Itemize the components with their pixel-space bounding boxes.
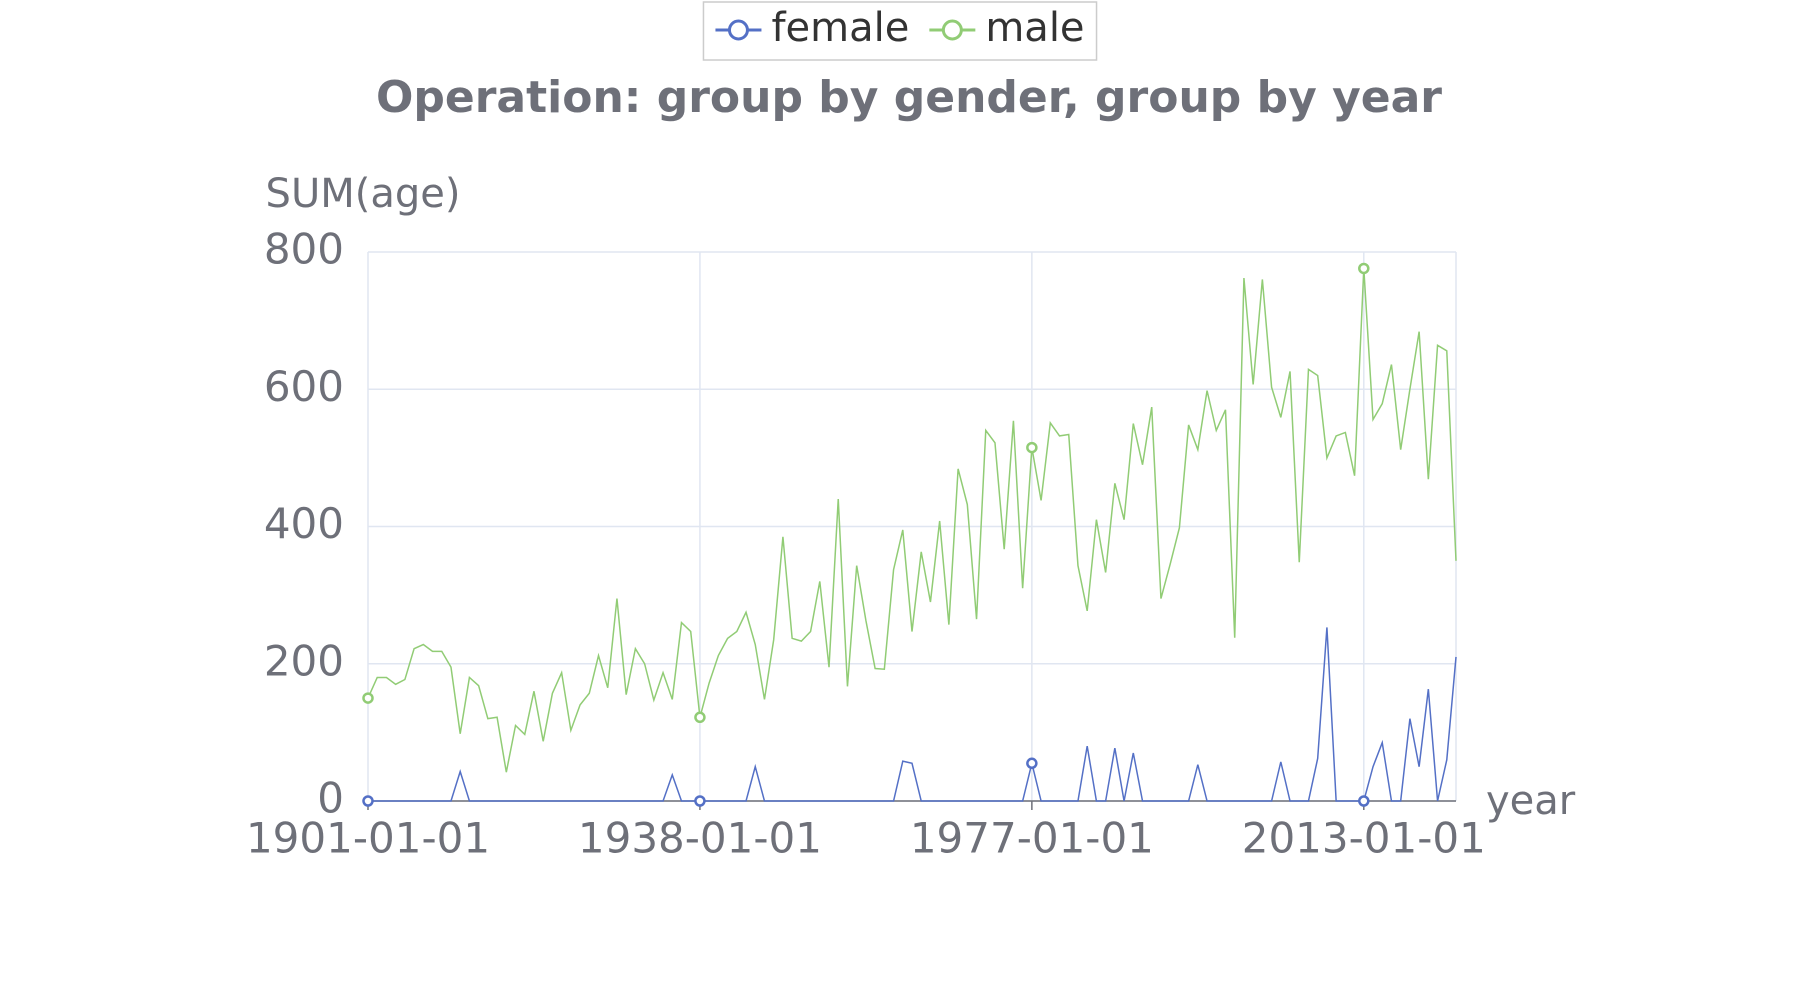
point: [694, 795, 706, 807]
series-line: [367, 268, 1457, 773]
x-tick-label: 1901-01-01: [246, 814, 490, 863]
x-axis-title: year: [1486, 778, 1576, 824]
y-tick-label: 800: [264, 225, 344, 274]
y-axis-title: SUM(age): [266, 171, 461, 217]
y-tick-label: 600: [264, 362, 344, 411]
y-tick-label: 0: [317, 774, 344, 823]
point: [694, 711, 706, 724]
legend: female male: [702, 1, 1098, 61]
y-tick-label: 400: [264, 499, 344, 548]
point: [1026, 441, 1038, 454]
legend-item: female: [715, 5, 909, 51]
series-line: [368, 627, 1457, 802]
x-tick-label: 2013-01-01: [1242, 814, 1486, 863]
x-tick-label: 1938-01-01: [578, 814, 822, 863]
legend-icon: [727, 19, 749, 41]
point: [1358, 795, 1370, 807]
point: [362, 795, 374, 807]
legend-box: [702, 1, 1098, 61]
legend-label: male: [985, 5, 1084, 51]
point: [1026, 757, 1038, 770]
legend-icon: [941, 19, 963, 41]
point: [1358, 262, 1370, 275]
grid: [367, 251, 1457, 802]
legend-item: male: [929, 5, 1085, 51]
chart-title: Operation: group by gender, group by yea…: [376, 72, 1442, 123]
legend-label: female: [771, 5, 909, 51]
point: [362, 692, 374, 704]
y-tick-label: 200: [264, 636, 344, 685]
x-tick-label: 1977-01-01: [910, 814, 1154, 863]
